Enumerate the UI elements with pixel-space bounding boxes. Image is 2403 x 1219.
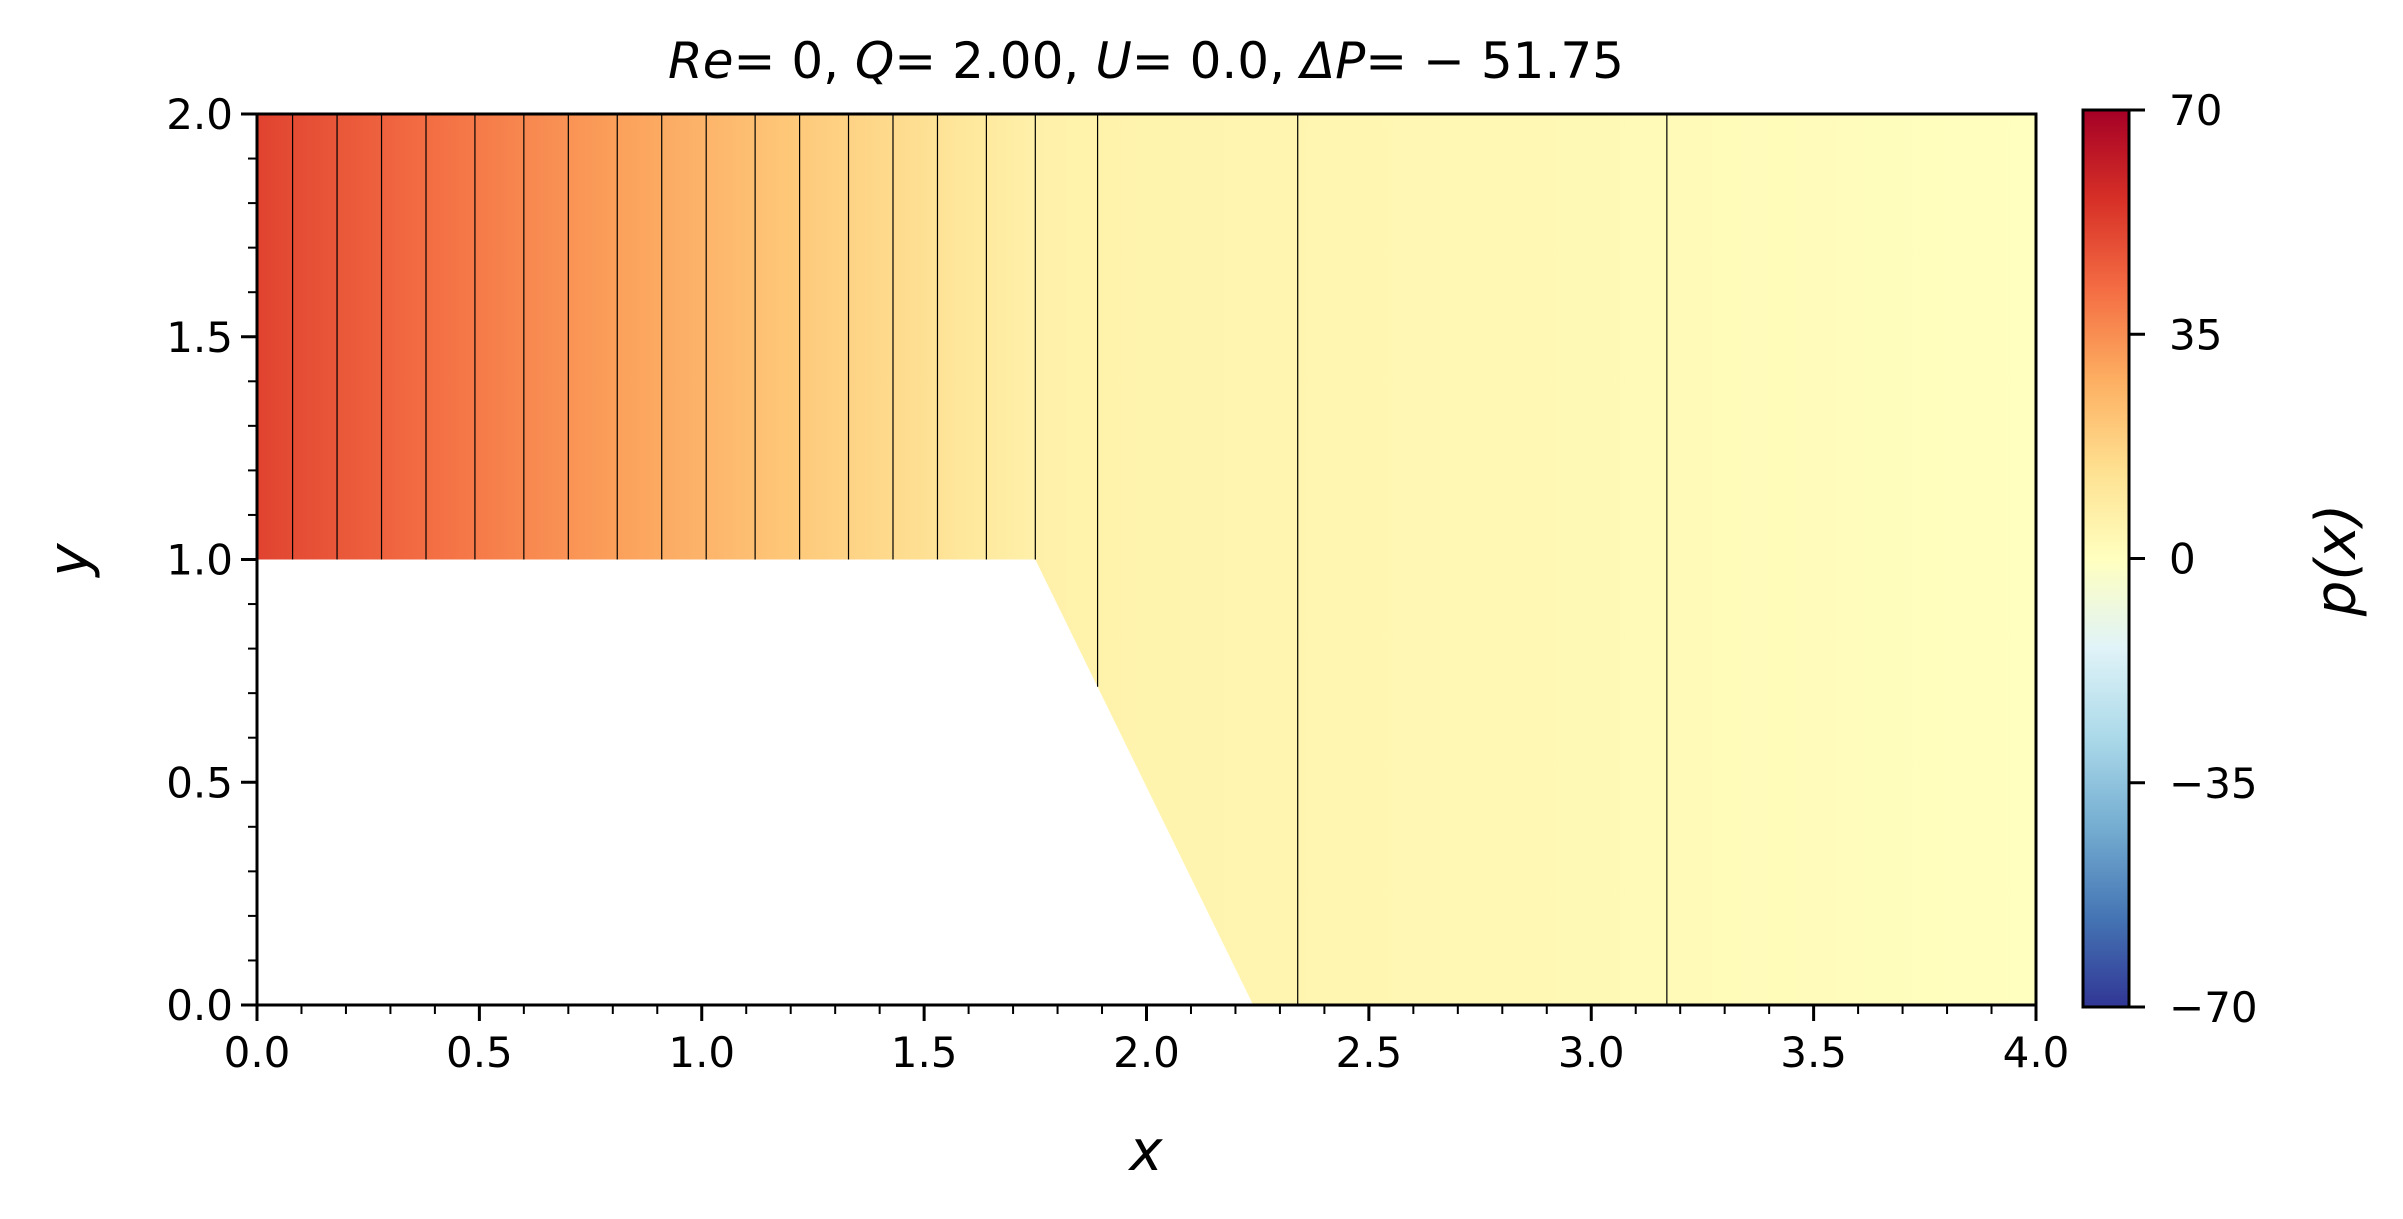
x-tick-label: 0.0 bbox=[224, 1028, 291, 1077]
x-tick-label: 0.5 bbox=[446, 1028, 513, 1077]
title-re-value: = 0, bbox=[734, 32, 855, 90]
colorbar-label: p(x) bbox=[2304, 504, 2369, 617]
x-tick-label: 2.5 bbox=[1335, 1028, 1402, 1077]
x-tick-label: 1.5 bbox=[891, 1028, 958, 1077]
x-tick-label: 2.0 bbox=[1113, 1028, 1180, 1077]
x-axis-label: x bbox=[1127, 1119, 1163, 1184]
title-q-value: = 2.00, bbox=[894, 32, 1095, 90]
y-tick-label: 1.5 bbox=[166, 313, 233, 362]
title-dp-label: ΔP bbox=[1297, 32, 1366, 90]
contour-lines bbox=[291, 114, 1668, 1005]
y-tick-label: 2.0 bbox=[166, 90, 233, 139]
colorbar-axis: 70 35 0 −35 −70 bbox=[2129, 86, 2258, 1032]
plot-area bbox=[257, 114, 2036, 1005]
y-tick-label: 0.5 bbox=[166, 758, 233, 807]
y-axis-label: y bbox=[37, 543, 102, 579]
title-dp-value: = − 51.75 bbox=[1365, 32, 1624, 90]
colorbar-tick-label: −35 bbox=[2169, 759, 2258, 808]
colorbar-tick-label: 35 bbox=[2169, 310, 2222, 359]
colorbar bbox=[2081, 108, 2131, 1009]
colorbar-tick-label: 0 bbox=[2169, 535, 2196, 584]
pressure-field bbox=[257, 114, 2036, 1005]
y-tick-label: 0.0 bbox=[166, 981, 233, 1030]
x-tick-label: 3.5 bbox=[1780, 1028, 1847, 1077]
title-u-value: = 0.0, bbox=[1132, 32, 1301, 90]
x-tick-label: 3.0 bbox=[1558, 1028, 1625, 1077]
y-tick-label: 1.0 bbox=[166, 536, 233, 585]
title-q-label: Q bbox=[855, 32, 894, 90]
colorbar-tick-label: −70 bbox=[2169, 983, 2258, 1032]
chart-title: Re= 0, Q= 2.00, U= 0.0, ΔP= − 51.75 bbox=[668, 32, 1624, 90]
title-u-label: U bbox=[1095, 32, 1132, 90]
y-axis: 0.0 0.5 1.0 1.5 2.0 bbox=[166, 90, 257, 1030]
x-axis: 0.0 0.5 1.0 1.5 2.0 2.5 3.0 3.5 4.0 bbox=[224, 1005, 2070, 1077]
colorbar-tick-label: 70 bbox=[2169, 86, 2222, 135]
x-tick-label: 1.0 bbox=[668, 1028, 735, 1077]
x-tick-label: 4.0 bbox=[2003, 1028, 2070, 1077]
title-re-label: Re bbox=[668, 32, 734, 90]
